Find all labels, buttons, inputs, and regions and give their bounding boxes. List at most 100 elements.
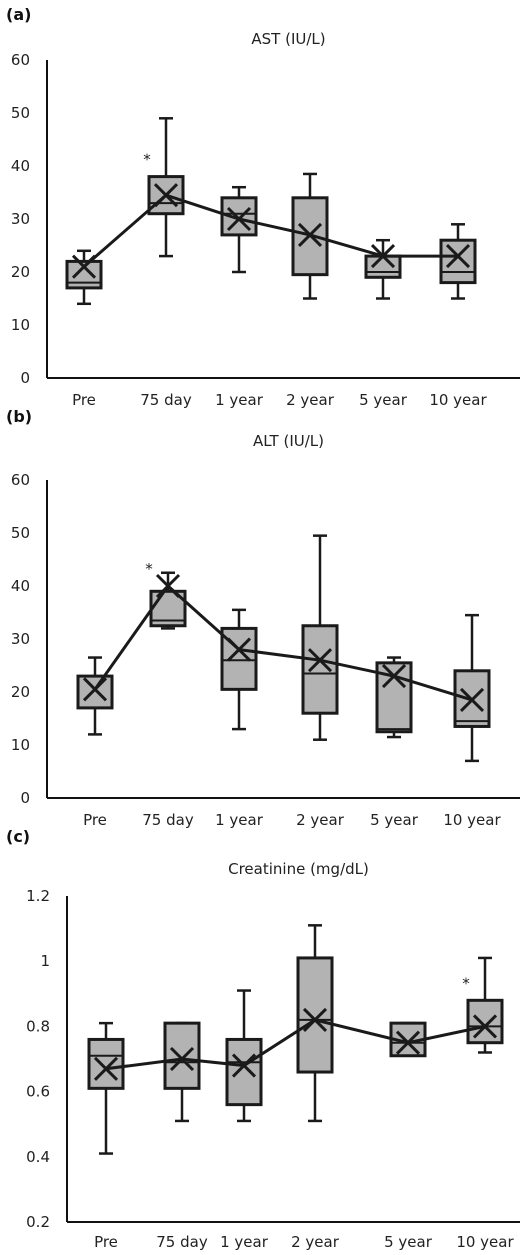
mean-marker [231, 1053, 257, 1078]
x-tick-label: 2 year [296, 811, 345, 829]
mean-marker-stroke [169, 1046, 195, 1072]
x-tick-label: 1 year [215, 391, 264, 409]
mean-marker-stroke [231, 1053, 257, 1078]
box-iqr [301, 624, 339, 715]
mean-marker-stroke [82, 677, 108, 702]
mean-marker [93, 1056, 119, 1081]
y-tick-label: 0.6 [26, 1083, 50, 1101]
y-tick-label: 40 [11, 577, 30, 595]
box-iqr [439, 238, 477, 285]
significance-marker: * [145, 560, 153, 578]
y-tick-label: 20 [11, 683, 30, 701]
y-tick-label: 10 [11, 736, 30, 754]
y-tick-label: 1 [40, 952, 50, 970]
y-tick-label: 10 [11, 316, 30, 334]
mean-marker [153, 183, 179, 208]
mean-marker [381, 664, 407, 689]
mean-marker-stroke [226, 637, 252, 662]
box-iqr [87, 1037, 125, 1090]
x-tick-label: Pre [83, 811, 107, 829]
box-5 [466, 956, 504, 1054]
mean-line [83, 193, 458, 268]
x-tick-label: 10 year [456, 1233, 514, 1251]
box-5 [439, 223, 477, 300]
y-tick-label: 0.8 [26, 1017, 50, 1035]
chart-panel-3: (c) Creatinine (mg/dL) 0.2 0.4 0.6 0.8 1 1.2 Pre… [6, 827, 520, 1251]
y-tick-label: 0 [20, 369, 30, 387]
chart-title: AST (IU/L) [251, 30, 325, 48]
box-0 [87, 1021, 125, 1155]
panel-label: (c) [6, 827, 30, 846]
box-iqr [163, 1021, 201, 1090]
mean-marker-stroke [381, 664, 407, 689]
x-tick-label: Pre [94, 1233, 118, 1251]
mean-marker-stroke [302, 1007, 328, 1032]
mean-marker-stroke [71, 254, 97, 279]
y-tick-label: 60 [11, 51, 30, 69]
mean-marker [445, 244, 471, 269]
y-tick-label: 30 [11, 210, 30, 228]
mean-marker [472, 1014, 498, 1039]
box-iqr [225, 1037, 263, 1107]
box-2 [220, 185, 258, 274]
mean-marker-stroke [459, 687, 485, 713]
chart-title: ALT (IU/L) [253, 432, 324, 450]
x-tick-label: 5 year [370, 811, 419, 829]
mean-marker [395, 1030, 421, 1055]
x-tick-label: 2 year [291, 1233, 340, 1251]
significance-marker: * [462, 974, 470, 992]
mean-marker-stroke [472, 1014, 498, 1039]
mean-marker-stroke [155, 573, 181, 599]
mean-marker-stroke [93, 1056, 119, 1081]
y-tick-label: 60 [11, 471, 30, 489]
mean-marker [459, 687, 485, 713]
y-tick-label: 0.2 [26, 1213, 50, 1231]
chart-panel-1: (a) AST (IU/L) 0 10 20 30 40 50 60 Pre 75 day 1 yea… [6, 5, 520, 409]
x-tick-label: 1 year [220, 1233, 269, 1251]
mean-marker [169, 1046, 195, 1072]
significance-marker: * [143, 151, 151, 169]
box-iqr [296, 956, 334, 1074]
box-2 [225, 989, 263, 1123]
mean-marker-stroke [370, 244, 396, 269]
box-iqr [364, 254, 402, 279]
x-tick-label: 75 day [142, 811, 194, 829]
mean-marker-stroke [226, 206, 252, 232]
y-tick-label: 50 [11, 104, 30, 122]
mean-marker-stroke [307, 648, 333, 673]
box-iqr [453, 669, 491, 728]
x-tick-label: 10 year [429, 391, 487, 409]
mean-line [105, 1018, 486, 1071]
mean-marker [370, 244, 396, 269]
x-tick-label: 5 year [359, 391, 408, 409]
y-tick-label: 1.2 [26, 887, 50, 905]
y-tick-label: 50 [11, 524, 30, 542]
mean-marker-stroke [395, 1030, 421, 1055]
mean-marker [226, 206, 252, 232]
mean-marker [297, 222, 323, 247]
box-3 [301, 534, 339, 741]
box-4 [364, 238, 402, 300]
box-2 [220, 608, 258, 731]
x-tick-label: 75 day [140, 391, 192, 409]
box-1 [163, 1021, 201, 1123]
box-3 [296, 924, 334, 1123]
mean-marker [226, 637, 252, 662]
box-4 [375, 656, 413, 739]
box-1 [147, 117, 185, 258]
mean-marker-stroke [445, 244, 471, 269]
panel-label: (a) [6, 5, 31, 24]
mean-marker-stroke [153, 183, 179, 208]
box-iqr [76, 674, 114, 710]
mean-marker [82, 677, 108, 702]
mean-marker [71, 254, 97, 279]
y-tick-label: 20 [11, 263, 30, 281]
x-tick-label: 2 year [286, 391, 335, 409]
y-tick-label: 40 [11, 157, 30, 175]
x-tick-label: 5 year [384, 1233, 433, 1251]
mean-marker-stroke [297, 222, 323, 247]
mean-marker [302, 1007, 328, 1032]
x-tick-label: Pre [72, 391, 96, 409]
x-tick-label: 1 year [215, 811, 264, 829]
